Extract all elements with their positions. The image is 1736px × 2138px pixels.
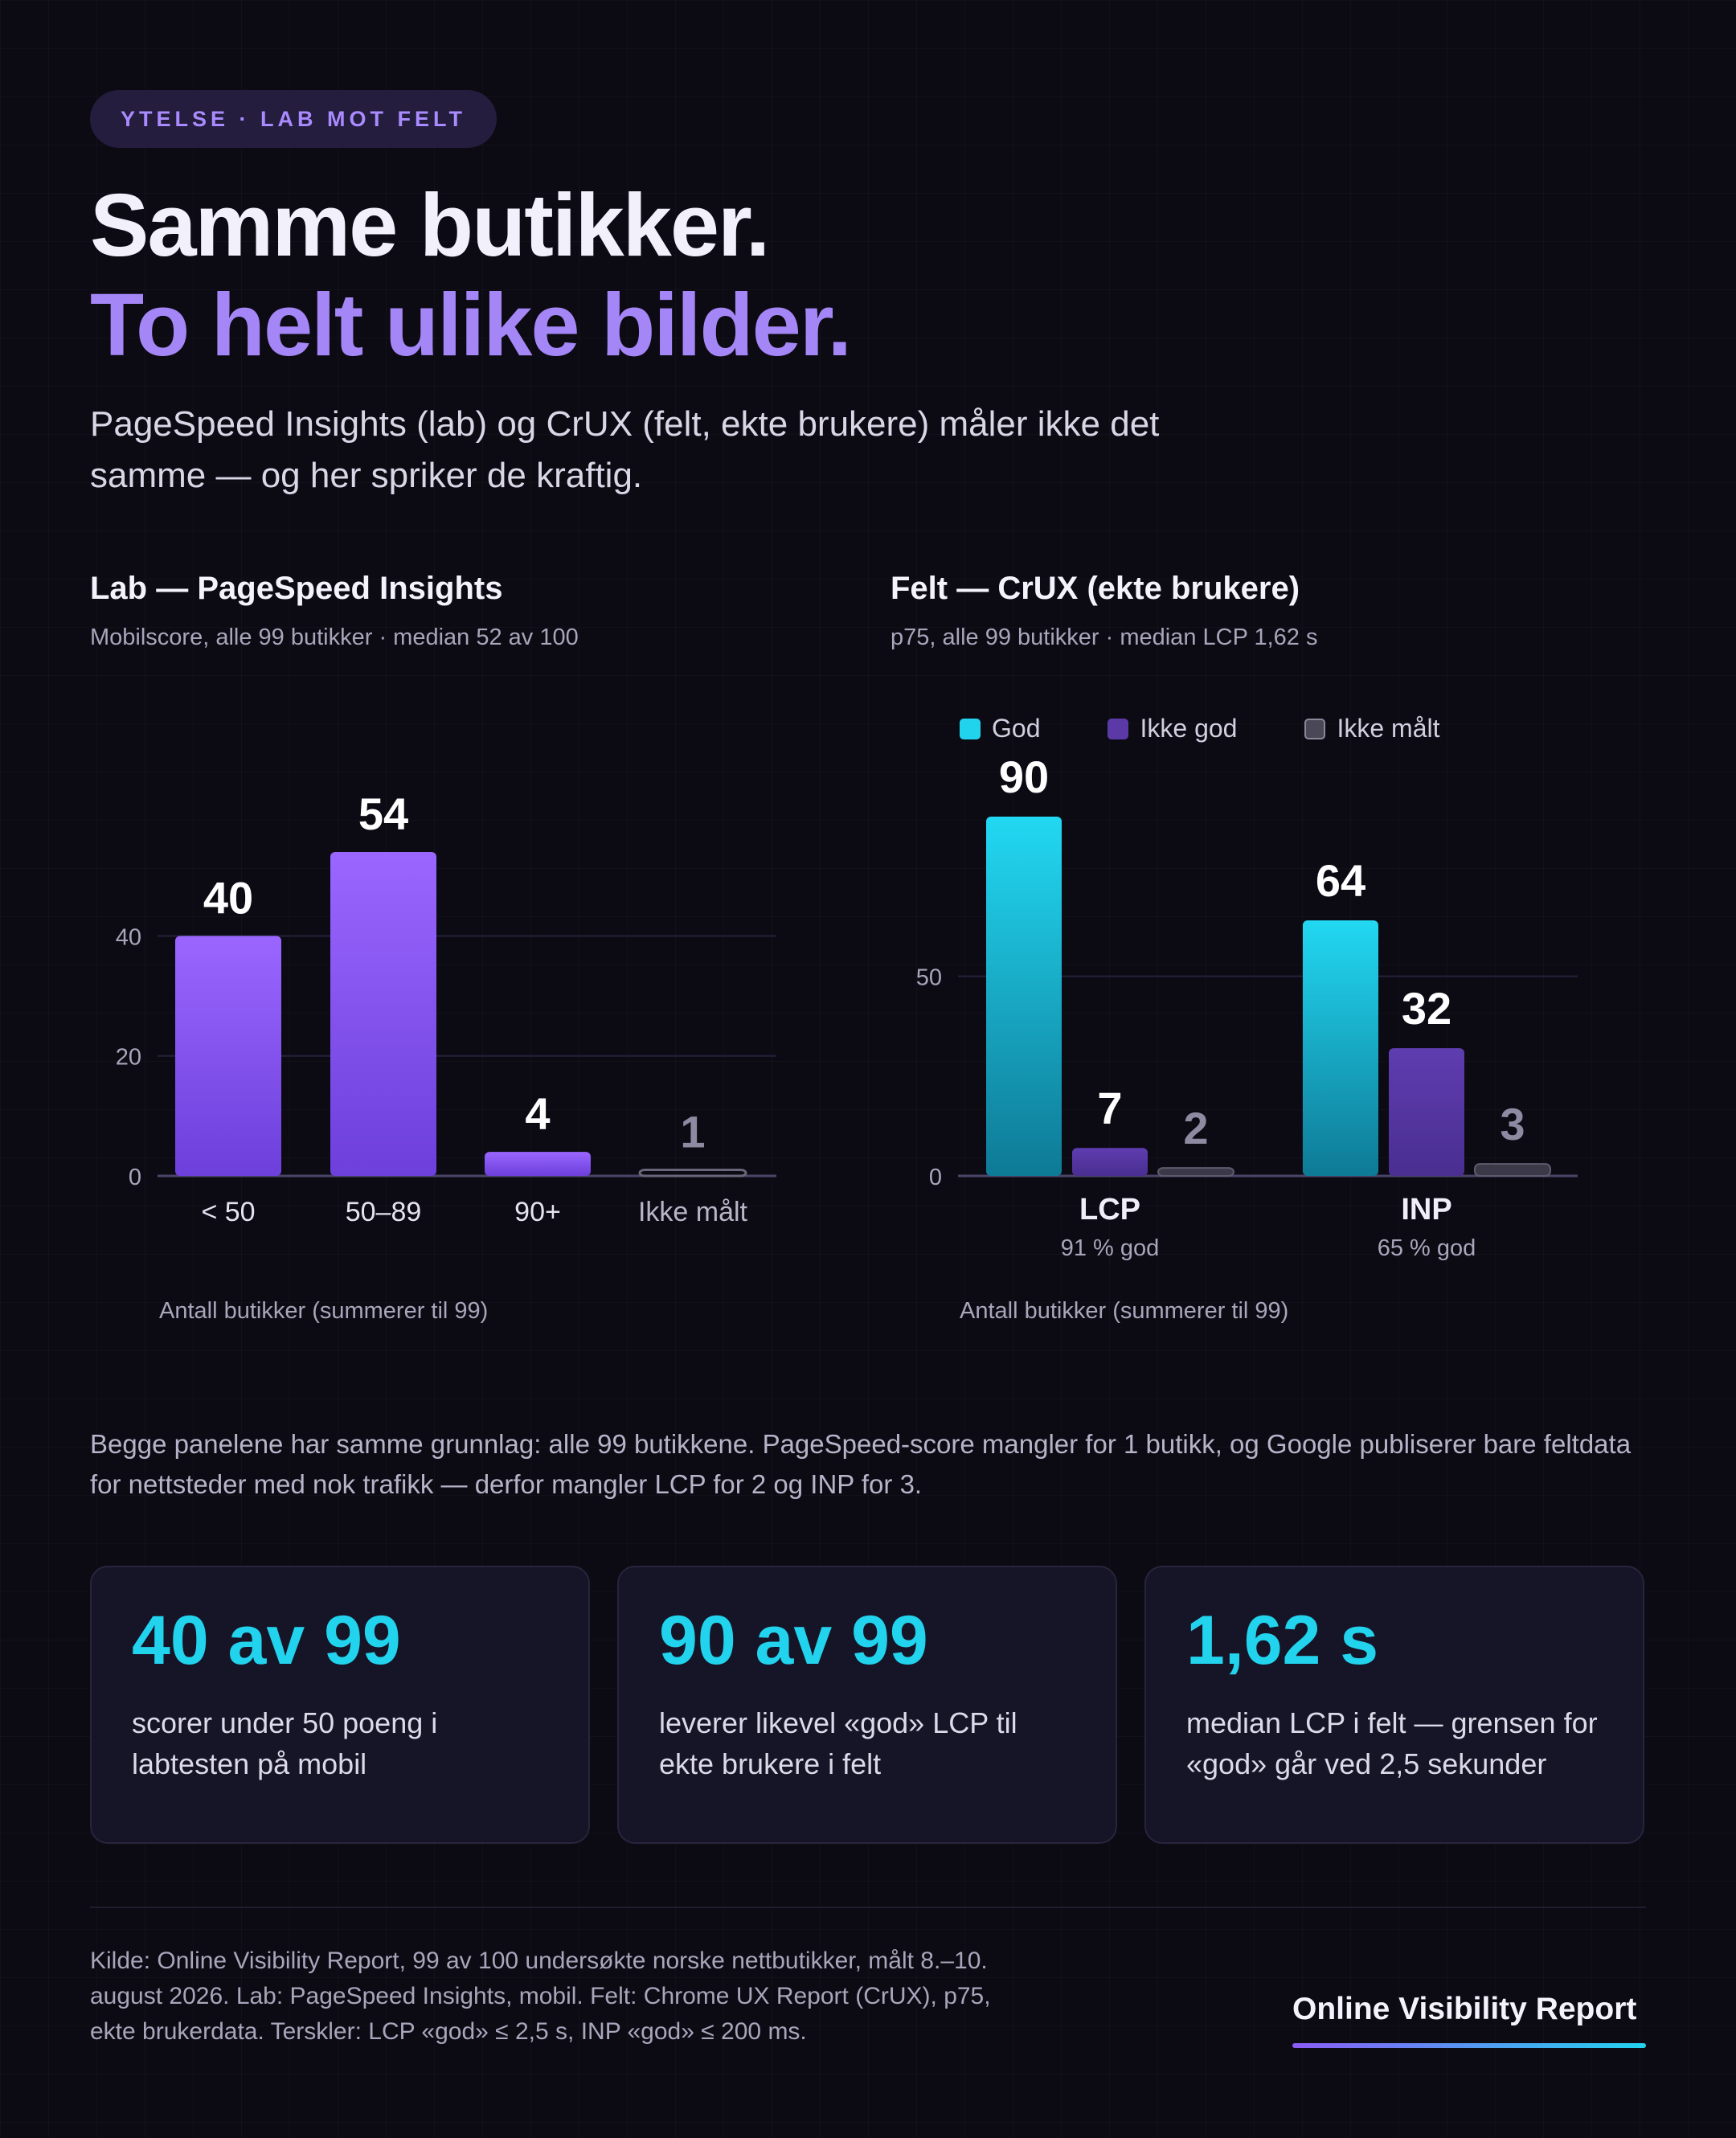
lab-x-label: 90+ — [514, 1197, 561, 1227]
legend-swatch-ikke-god — [1108, 718, 1129, 739]
field-legend: God Ikke god Ikke målt — [960, 714, 1507, 743]
field-panel-title: Felt — CrUX (ekte brukere) — [891, 571, 1300, 606]
field-x-note: 65 % god — [1378, 1235, 1476, 1261]
field-chart: 0 50 90 7 2 LCP 91 % god 64 32 3 INP 65 % god — [916, 752, 1578, 1261]
legend-label-ikke-malt: Ikke målt — [1337, 714, 1440, 743]
lab-bar-value: 54 — [358, 788, 408, 839]
lab-bar-value: 1 — [680, 1107, 705, 1157]
lab-bar — [175, 936, 281, 1176]
lab-bar-value: 40 — [203, 872, 253, 923]
field-bar-value: 3 — [1500, 1099, 1525, 1149]
field-bar-god — [986, 817, 1062, 1176]
lab-y-tick: 40 — [116, 924, 141, 950]
field-x-note: 91 % god — [1061, 1235, 1160, 1261]
lab-y-tick: 20 — [116, 1045, 141, 1071]
field-bar-ikke-god — [1389, 1048, 1464, 1176]
stat-card: 1,62 s median LCP i felt — grensen for «… — [1144, 1566, 1644, 1844]
lab-x-label: 50–89 — [346, 1197, 422, 1227]
source-note: Kilde: Online Visibility Report, 99 av 1… — [90, 1948, 991, 2045]
legend-item-god: God — [960, 714, 1040, 743]
field-x-label: LCP — [1079, 1193, 1140, 1227]
field-x-label: INP — [1401, 1193, 1451, 1227]
page-title-line1: Samme butikker. — [90, 176, 770, 275]
page-title-line2: To helt ulike bilder. — [90, 276, 852, 375]
lab-x-label: Ikke målt — [638, 1197, 748, 1227]
field-bar-value: 64 — [1316, 855, 1365, 906]
legend-label-god: God — [992, 714, 1041, 743]
legend-swatch-ikke-malt — [1304, 718, 1326, 739]
stat-card-value: 90 av 99 — [659, 1602, 928, 1679]
brand-name: Online Visibility Report — [1292, 1992, 1637, 2026]
lab-chart: 0 20 40 40 < 50 54 50–89 4 90+ 1 Ikke målt — [116, 788, 776, 1227]
field-bar-god — [1303, 920, 1378, 1176]
field-bar-value: 90 — [999, 752, 1049, 802]
brand-underline — [1292, 2043, 1646, 2048]
lab-bar — [485, 1152, 591, 1176]
legend-swatch-god — [960, 718, 981, 739]
stat-card: 40 av 99 scorer under 50 poeng i labtest… — [90, 1566, 590, 1844]
stat-card-text: median LCP i felt — grensen for «god» gå… — [1186, 1706, 1598, 1780]
legend-item-ikke-god: Ikke god — [1108, 714, 1237, 743]
footer-divider — [90, 1907, 1646, 1908]
stat-card-value: 1,62 s — [1186, 1602, 1379, 1679]
legend-item-ikke-malt: Ikke målt — [1304, 714, 1439, 743]
lab-panel-title: Lab — PageSpeed Insights — [90, 571, 503, 606]
field-bar-value: 32 — [1402, 983, 1451, 1034]
stat-card: 90 av 99 leverer likevel «god» LCP til e… — [617, 1566, 1117, 1844]
field-bar-ikke-malt — [1157, 1167, 1234, 1177]
explanation-note: Begge panelene har samme grunnlag: alle … — [90, 1429, 1632, 1499]
lab-bar — [638, 1169, 747, 1178]
field-bar-value: 7 — [1097, 1083, 1122, 1133]
lab-x-label: < 50 — [201, 1197, 255, 1227]
lead-text: PageSpeed Insights (lab) og CrUX (felt, … — [90, 404, 1160, 495]
lab-axis-caption: Antall butikker (summerer til 99) — [159, 1298, 489, 1324]
stat-card-text: scorer under 50 poeng i labtesten på mob… — [132, 1706, 438, 1780]
section-eyebrow: YTELSE · LAB MOT FELT — [90, 90, 497, 148]
field-axis-caption: Antall butikker (summerer til 99) — [960, 1298, 1289, 1324]
stat-card-value: 40 av 99 — [132, 1602, 401, 1679]
stat-card-text: leverer likevel «god» LCP til ekte bruke… — [659, 1706, 1017, 1780]
lab-bar — [330, 852, 436, 1176]
field-bar-ikke-god — [1072, 1148, 1148, 1176]
field-panel-subtitle: p75, alle 99 butikker · median LCP 1,62 … — [891, 625, 1318, 650]
field-bar-value: 2 — [1183, 1103, 1208, 1153]
legend-label-ikke-god: Ikke god — [1140, 714, 1238, 743]
lab-y-tick: 0 — [129, 1165, 141, 1190]
field-y-tick: 50 — [916, 965, 942, 991]
lab-bar-value: 4 — [525, 1088, 550, 1139]
field-y-tick: 0 — [929, 1165, 942, 1190]
lab-panel-subtitle: Mobilscore, alle 99 butikker · median 52… — [90, 625, 579, 650]
field-bar-ikke-malt — [1474, 1163, 1551, 1177]
